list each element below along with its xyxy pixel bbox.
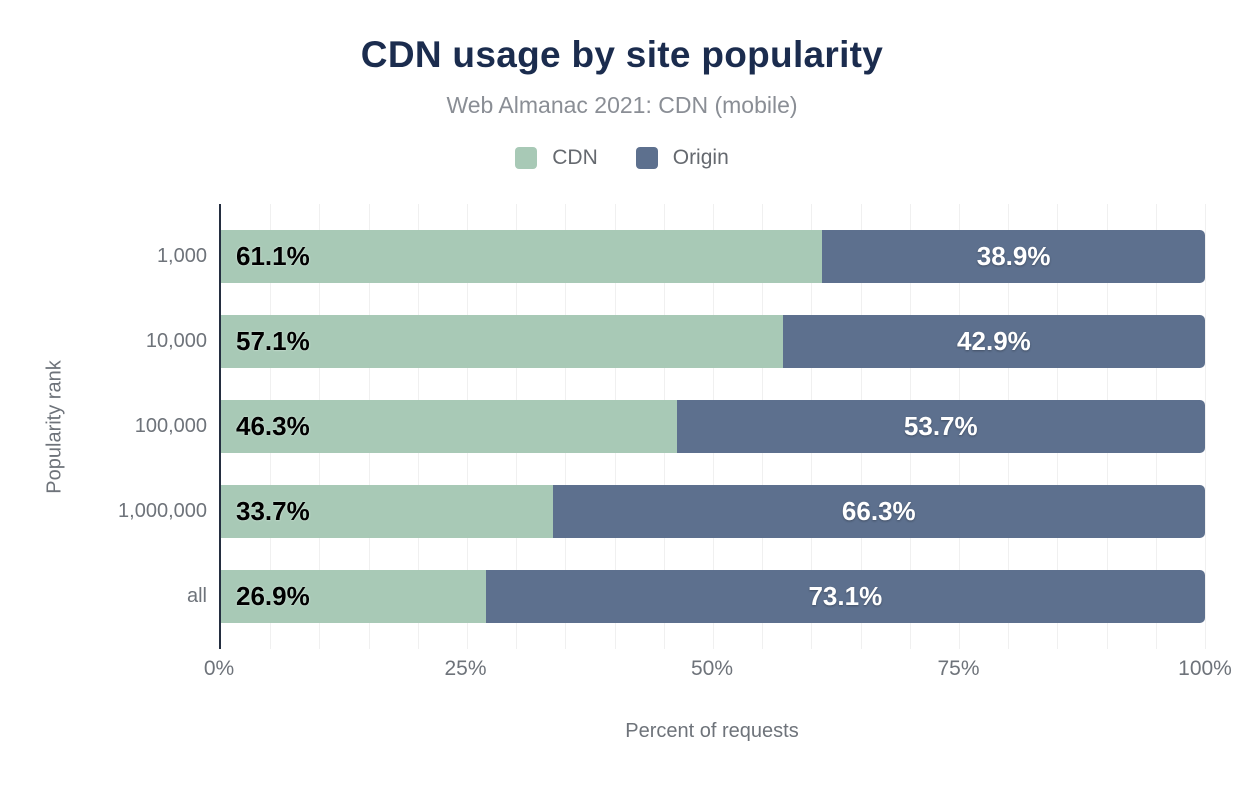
x-tick-label: 25% bbox=[444, 657, 487, 680]
bar-segment-cdn[interactable]: 26.9% bbox=[221, 570, 486, 623]
bar-value-label: 38.9% bbox=[976, 241, 1051, 271]
y-tick-label: 100,000 bbox=[134, 415, 207, 437]
bar-value-label: 53.7% bbox=[903, 411, 978, 441]
y-tick-label: 1,000,000 bbox=[118, 500, 207, 522]
bar-value-label: 61.1% bbox=[236, 241, 310, 271]
x-tick-label: 50% bbox=[690, 657, 734, 680]
y-tick-label: all bbox=[186, 585, 207, 607]
y-axis-labels: 1,000 10,000 100,000 1,000,000 all bbox=[0, 204, 207, 649]
chart-subtitle: Web Almanac 2021: CDN (mobile) bbox=[446, 92, 798, 118]
plot-area: 61.1% 38.9% 57.1% 42.9% 46.3% 53.7% 33.7% 66.3%… bbox=[219, 204, 1206, 649]
y-tick-label: 1,000 bbox=[156, 245, 207, 267]
legend-label-origin: Origin bbox=[672, 146, 729, 169]
bar-value-label: 66.3% bbox=[841, 496, 916, 526]
chart-title: CDN usage by site popularity bbox=[360, 34, 884, 75]
legend-item-cdn[interactable]: CDN bbox=[515, 146, 598, 170]
y-tick-label: 10,000 bbox=[145, 330, 207, 352]
bar-row: 26.9% 73.1% bbox=[221, 570, 1205, 623]
bar-value-label: 73.1% bbox=[808, 581, 883, 611]
x-axis-labels: 0% 25% 50% 75% 100% bbox=[204, 657, 1232, 683]
bar-segment-cdn[interactable]: 57.1% bbox=[221, 315, 783, 368]
x-axis-title: Percent of requests bbox=[625, 720, 799, 742]
bar-value-label: 42.9% bbox=[957, 326, 1031, 356]
x-tick-label: 0% bbox=[203, 657, 235, 680]
bar-row: 57.1% 42.9% bbox=[221, 315, 1205, 368]
bar-segment-cdn[interactable]: 33.7% bbox=[221, 485, 553, 538]
legend-item-origin[interactable]: Origin bbox=[635, 146, 729, 170]
legend-swatch-cdn-icon bbox=[515, 147, 538, 169]
bar-value-label: 33.7% bbox=[236, 496, 310, 526]
bar-row: 61.1% 38.9% bbox=[221, 230, 1205, 283]
bar-value-label: 57.1% bbox=[236, 326, 310, 356]
bar-segment-cdn[interactable]: 46.3% bbox=[221, 400, 677, 453]
gridline bbox=[1205, 204, 1206, 649]
bar-row: 33.7% 66.3% bbox=[221, 485, 1205, 538]
legend: CDN Origin bbox=[0, 146, 1244, 170]
legend-label-cdn: CDN bbox=[552, 146, 598, 169]
bar-segment-origin[interactable]: 66.3% bbox=[552, 485, 1205, 538]
bar-segment-cdn[interactable]: 61.1% bbox=[221, 230, 823, 283]
bar-segment-origin[interactable]: 42.9% bbox=[782, 315, 1205, 368]
bar-segment-origin[interactable]: 53.7% bbox=[676, 400, 1205, 453]
bar-value-label: 26.9% bbox=[236, 581, 310, 611]
x-tick-label: 100% bbox=[1178, 657, 1232, 680]
bar-segment-origin[interactable]: 73.1% bbox=[485, 570, 1205, 623]
bar-row: 46.3% 53.7% bbox=[221, 400, 1205, 453]
bar-segment-origin[interactable]: 38.9% bbox=[822, 230, 1205, 283]
bar-value-label: 46.3% bbox=[236, 411, 310, 441]
x-tick-label: 75% bbox=[937, 657, 980, 680]
legend-swatch-origin-icon bbox=[635, 147, 658, 169]
